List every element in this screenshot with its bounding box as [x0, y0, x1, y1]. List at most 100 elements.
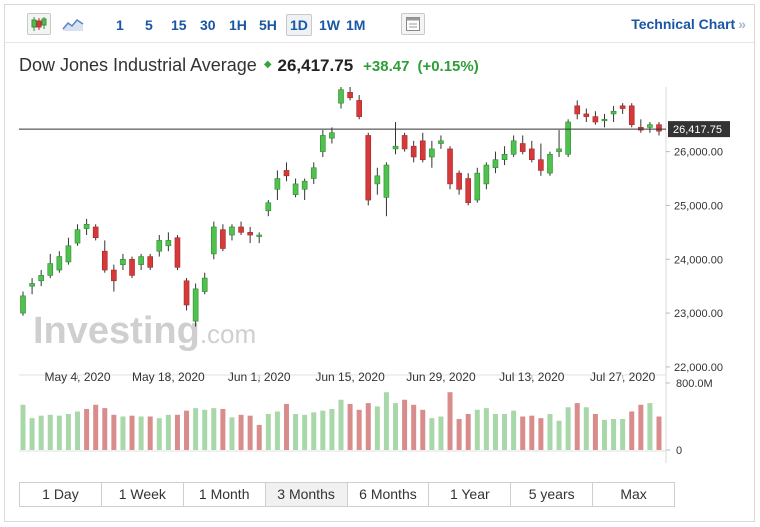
candle-body[interactable]: [101, 250, 108, 271]
price-chart[interactable]: 22,000.00 23,000.00 24,000.00 25,000.00 26,0…: [5, 5, 756, 475]
range-tab-1-year[interactable]: 1 Year: [429, 483, 512, 506]
candle-body[interactable]: [492, 159, 499, 169]
watermark-suffix: .com: [200, 319, 256, 349]
range-tab-3-months[interactable]: 3 Months: [265, 483, 348, 506]
candle-body[interactable]: [111, 269, 117, 282]
technical-chart-link[interactable]: Technical Chart»: [631, 16, 746, 32]
instrument-header: Dow Jones Industrial Average ◆ 26,417.75…: [19, 55, 479, 79]
candle-body[interactable]: [120, 258, 126, 265]
range-tab-5-years[interactable]: 5 years: [511, 483, 594, 506]
candle-body[interactable]: [229, 226, 235, 236]
volume-bar: [229, 417, 235, 450]
timeframe-1w[interactable]: 1W: [319, 17, 340, 33]
candle-body[interactable]: [365, 135, 372, 201]
volume-bar: [620, 419, 626, 450]
candle-body[interactable]: [65, 245, 72, 263]
indicators-icon[interactable]: [401, 13, 425, 35]
candle-body[interactable]: [347, 92, 353, 99]
timeframe-1d[interactable]: 1D: [286, 14, 312, 36]
candle-body[interactable]: [556, 148, 562, 152]
candle-body[interactable]: [392, 145, 399, 150]
candle-body[interactable]: [547, 153, 553, 174]
candle-body[interactable]: [174, 237, 181, 268]
candle-body[interactable]: [528, 148, 535, 160]
candle-body[interactable]: [74, 229, 81, 244]
candle-body[interactable]: [83, 223, 90, 229]
candle-body[interactable]: [38, 275, 44, 282]
candle-body[interactable]: [356, 100, 362, 117]
candle-body[interactable]: [619, 105, 626, 109]
candle-body[interactable]: [383, 164, 390, 198]
candle-body[interactable]: [374, 175, 381, 185]
volume-bar: [256, 424, 262, 450]
candle-body[interactable]: [610, 110, 617, 115]
candle-body[interactable]: [292, 183, 299, 195]
candle-body[interactable]: [329, 132, 335, 139]
candle-body[interactable]: [201, 277, 208, 292]
candle-body[interactable]: [438, 140, 444, 144]
candle-body[interactable]: [410, 145, 417, 158]
range-tab-1-day[interactable]: 1 Day: [20, 483, 102, 506]
last-price: 26,417.75: [277, 56, 354, 75]
candle-body[interactable]: [220, 229, 226, 249]
candle-body[interactable]: [429, 148, 435, 158]
candle-body[interactable]: [129, 258, 135, 276]
candle-body[interactable]: [238, 226, 244, 233]
range-tab-1-week[interactable]: 1 Week: [102, 483, 184, 506]
candle-body[interactable]: [183, 280, 190, 306]
candle-body[interactable]: [301, 180, 308, 190]
candle-body[interactable]: [156, 240, 163, 252]
candle-body[interactable]: [320, 135, 326, 152]
candle-body[interactable]: [592, 116, 599, 123]
timeframe-1h[interactable]: 1H: [229, 17, 247, 33]
candle-body[interactable]: [283, 170, 290, 177]
range-tab-max[interactable]: Max: [620, 486, 647, 502]
candle-body[interactable]: [574, 105, 581, 115]
candle-body[interactable]: [656, 124, 662, 132]
candle-body[interactable]: [192, 288, 199, 322]
timeframe-5[interactable]: 5: [145, 17, 153, 33]
candle-body[interactable]: [456, 172, 462, 190]
candle-body[interactable]: [501, 153, 508, 160]
timeframe-30[interactable]: 30: [200, 17, 216, 33]
candle-body[interactable]: [647, 124, 653, 128]
candle-body[interactable]: [56, 256, 63, 271]
candle-body[interactable]: [419, 140, 426, 160]
candle-body[interactable]: [474, 172, 481, 201]
timeframe-15[interactable]: 15: [171, 17, 187, 33]
area-chart-icon[interactable]: [61, 13, 85, 35]
candle-body[interactable]: [165, 240, 172, 247]
candle-body[interactable]: [256, 234, 263, 237]
technical-chart-label: Technical Chart: [631, 16, 736, 32]
candle-body[interactable]: [92, 226, 99, 239]
range-tab-1-month[interactable]: 1 Month: [184, 483, 266, 506]
timeframe-5h[interactable]: 5H: [259, 17, 277, 33]
candle-body[interactable]: [29, 283, 35, 287]
candle-body[interactable]: [447, 148, 453, 185]
candle-body[interactable]: [510, 140, 517, 155]
candle-body[interactable]: [247, 232, 253, 236]
candle-body[interactable]: [20, 295, 26, 314]
candle-body[interactable]: [538, 159, 544, 171]
candle-body[interactable]: [583, 113, 590, 117]
candle-body[interactable]: [211, 226, 217, 255]
timeframe-1m[interactable]: 1M: [346, 17, 366, 33]
range-tab-6-months[interactable]: 6 Months: [348, 483, 430, 506]
candle-body[interactable]: [601, 118, 608, 122]
price-change: +38.47: [363, 58, 410, 75]
candle-body[interactable]: [265, 202, 272, 212]
candle-body[interactable]: [310, 167, 317, 179]
timeframe-1[interactable]: 1: [116, 17, 124, 33]
candle-body[interactable]: [138, 256, 144, 265]
candle-body[interactable]: [401, 135, 408, 150]
candle-body[interactable]: [628, 105, 635, 125]
candle-body[interactable]: [519, 143, 526, 152]
candle-body[interactable]: [483, 164, 490, 185]
candlestick-chart-icon[interactable]: [27, 13, 51, 35]
candle-body[interactable]: [465, 178, 472, 204]
candle-body[interactable]: [47, 263, 54, 276]
candle-body[interactable]: [147, 256, 153, 268]
candle-body[interactable]: [338, 89, 344, 104]
candle-body[interactable]: [565, 121, 571, 155]
candle-body[interactable]: [274, 178, 281, 190]
